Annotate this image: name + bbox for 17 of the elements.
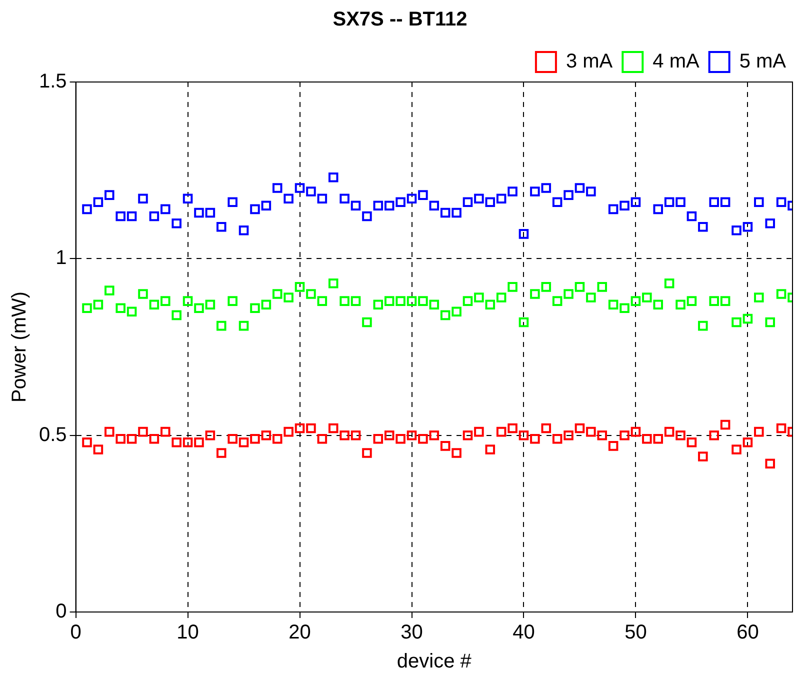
chart-title: SX7S -- BT112 bbox=[332, 8, 468, 31]
x-tick-label: 10 bbox=[176, 622, 199, 644]
legend-label: 3 mA bbox=[566, 50, 614, 73]
y-tick-label: 0.5 bbox=[38, 424, 67, 446]
x-tick-label: 0 bbox=[70, 622, 82, 644]
y-tick-label: 1.5 bbox=[38, 70, 67, 93]
y-tick-label: 0 bbox=[56, 600, 67, 623]
y-tick-label: 1 bbox=[56, 247, 67, 270]
x-tick-label: 30 bbox=[400, 622, 423, 644]
x-tick-label: 60 bbox=[736, 622, 759, 644]
x-axis-title: device # bbox=[396, 650, 472, 673]
x-tick-label: 20 bbox=[288, 622, 311, 644]
y-axis-title: Power (mW) bbox=[8, 291, 31, 403]
x-tick-label: 50 bbox=[624, 622, 647, 644]
legend-label: 4 mA bbox=[652, 50, 700, 73]
legend-label: 5 mA bbox=[739, 50, 787, 73]
x-tick-label: 40 bbox=[512, 622, 535, 644]
